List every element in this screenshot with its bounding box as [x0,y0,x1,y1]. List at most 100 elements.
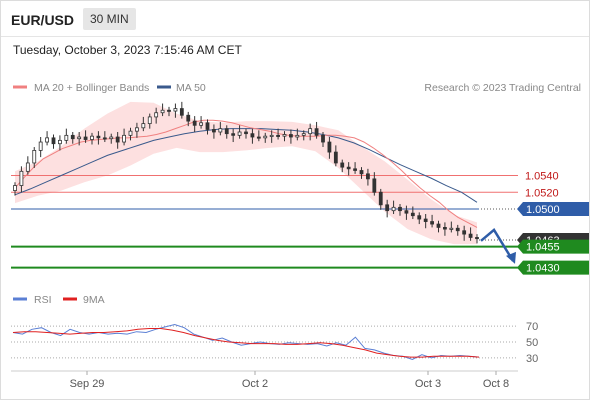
candle-body [38,141,43,151]
candle-body [404,210,409,214]
candle-body [443,227,447,230]
instrument-symbol: EUR/USD [11,12,75,28]
research-credit: Research © 2023 Trading Central [424,82,581,94]
resistance-label-0: 1.0540 [525,171,559,183]
candle-body [410,212,415,217]
candle-body [263,135,268,139]
candle-body [385,204,390,212]
candle-body [366,173,370,180]
candle-body [25,162,30,172]
candle-body [359,170,364,175]
candle-body [269,134,274,137]
candle-body [346,166,351,170]
candle-body [83,136,88,140]
candle-body [244,131,248,135]
candle-body [276,134,280,137]
time-tick-label: Oct 8 [483,378,509,390]
candle-body [205,122,210,130]
candle-body [109,136,114,140]
candle-body [115,136,120,143]
support-price-label-4: 1.0455 [526,242,560,254]
candle-body [179,108,184,116]
support-price-tag-5 [517,260,589,275]
candle-body [449,227,454,230]
candle-body [218,128,223,133]
candle-body [353,168,357,171]
candle-body [154,112,159,118]
rsi-tick-30: 30 [526,353,538,365]
header-divider [1,36,589,37]
candle-body [333,151,338,164]
ma50-legend-swatch [157,85,171,89]
timeframe-badge[interactable]: 30 MIN [83,8,136,30]
bollinger-band [15,101,477,245]
candle-body [282,134,287,137]
candle-body [327,141,332,153]
candle-body [135,127,139,132]
time-tick-label: Sep 29 [70,378,105,390]
ma20-legend-label: MA 20 + Bollinger Bands [34,82,149,94]
candle-body [90,135,94,140]
candle-body [96,135,101,139]
resistance-label-1: 1.0520 [525,187,559,199]
candle-body [32,150,37,164]
candle-body [19,170,24,186]
candle-body [173,108,178,112]
candle-body [77,136,82,140]
candle-body [462,230,467,235]
candle-body [430,221,434,225]
candle-body [321,134,325,143]
candle-body [224,128,229,135]
candle-body [314,128,319,136]
candle-body [102,137,107,140]
rsi-tick-50: 50 [526,337,538,349]
candle-body [289,134,293,138]
candle-body [147,116,152,125]
candle-body [64,134,69,141]
candle-body [231,133,236,136]
candle-body [378,191,383,206]
candle-body [417,215,422,220]
rsi-ma-legend-swatch [63,297,77,301]
candle-body [192,120,197,126]
candle-body [167,109,171,112]
candle-body [186,114,191,122]
pivot-price-tag [517,201,589,216]
ma50-line [14,128,478,203]
report-datetime: Tuesday, October 3, 2023 7:15:46 AM CET [13,43,242,57]
candle-body [250,133,255,138]
candle-body [51,137,56,145]
candle-body [58,139,62,145]
forecast-arrow-head [506,251,516,264]
rsi-ma-legend-label: 9MA [83,294,105,306]
time-tick-label: Oct 2 [242,378,268,390]
support-price-label-5: 1.0430 [526,263,560,275]
support-price-tag-4 [517,239,589,254]
candle-body [45,137,49,143]
candle-body [128,130,133,136]
candle-body [455,227,460,232]
candle-body [436,223,441,228]
pivot-price-label: 1.0500 [526,204,560,216]
candle-body [295,134,300,138]
candle-body [13,185,17,191]
rsi-tick-70: 70 [526,321,538,333]
rsi-legend-swatch [13,297,27,301]
forecast-arrow [480,228,515,262]
candle-body [122,134,126,143]
time-tick-label: Oct 3 [415,378,441,390]
candle-body [141,123,146,129]
candle-body [237,131,242,136]
candle-body [468,233,473,238]
rsi-legend-label: RSI [34,294,52,306]
candle-body [340,162,345,168]
candle-body [256,136,261,139]
candle-body [398,206,402,212]
candle-body [199,122,203,126]
candle-body [212,129,216,133]
ma50-legend-label: MA 50 [176,82,206,94]
candle-body [308,128,313,135]
ma20-legend-swatch [13,85,27,89]
candle-body [372,178,377,193]
